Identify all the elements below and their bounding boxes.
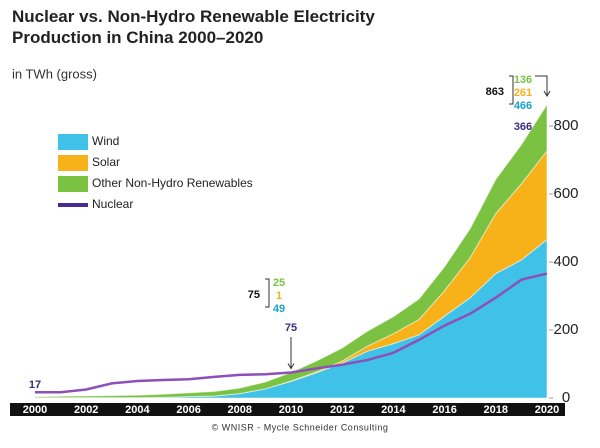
x-tick-label: 2002 bbox=[74, 404, 98, 416]
arrow bbox=[287, 337, 295, 370]
legend-label: Wind bbox=[92, 134, 119, 148]
data-label: 1 bbox=[276, 290, 282, 302]
x-tick-label: 2016 bbox=[432, 404, 456, 416]
x-tick-label: 2014 bbox=[381, 404, 406, 416]
y-tick-label: 400 bbox=[553, 253, 578, 270]
total-label: 75 bbox=[248, 289, 260, 301]
x-tick-label: 2006 bbox=[176, 404, 200, 416]
line bbox=[35, 272, 548, 394]
legend-label: Solar bbox=[92, 155, 120, 169]
data-label: 136 bbox=[514, 74, 532, 86]
data-label: 261 bbox=[514, 87, 532, 99]
y-tick-label: 600 bbox=[553, 185, 578, 202]
x-tick-label: 2010 bbox=[279, 404, 303, 416]
credit: © WNISR - Mycle Schneider Consulting bbox=[212, 422, 389, 432]
data-label: 17 bbox=[29, 379, 41, 391]
data-label: 366 bbox=[514, 121, 532, 133]
legend-label: Nuclear bbox=[92, 197, 133, 211]
x-tick-label: 2018 bbox=[484, 404, 508, 416]
data-label: 49 bbox=[273, 303, 285, 315]
x-tick-label: 2020 bbox=[535, 404, 559, 416]
data-label: 25 bbox=[273, 277, 285, 289]
total-label: 863 bbox=[486, 86, 504, 98]
legend-swatch bbox=[58, 155, 88, 171]
y-tick-label: 800 bbox=[553, 117, 578, 134]
legend-label: Other Non-Hydro Renewables bbox=[92, 176, 253, 190]
x-tick-label: 2000 bbox=[23, 404, 47, 416]
chart-title: Nuclear vs. Non-Hydro Renewable Electric… bbox=[12, 7, 375, 47]
x-tick-label: 2012 bbox=[330, 404, 354, 416]
x-tick-label: 2004 bbox=[125, 404, 150, 416]
y-tick-label: 0 bbox=[562, 389, 570, 406]
area bbox=[34, 102, 548, 399]
x-tick-label: 2008 bbox=[228, 404, 252, 416]
bracket bbox=[509, 75, 514, 105]
legend-swatch bbox=[58, 134, 88, 150]
arrow bbox=[535, 75, 551, 97]
x-axis-band bbox=[10, 403, 565, 416]
bracket bbox=[265, 278, 270, 308]
subtitle: in TWh (gross) bbox=[12, 66, 97, 81]
data-label: 75 bbox=[285, 322, 297, 334]
data-label: 466 bbox=[514, 100, 532, 112]
legend-swatch bbox=[58, 176, 88, 192]
y-tick-label: 200 bbox=[553, 321, 578, 338]
